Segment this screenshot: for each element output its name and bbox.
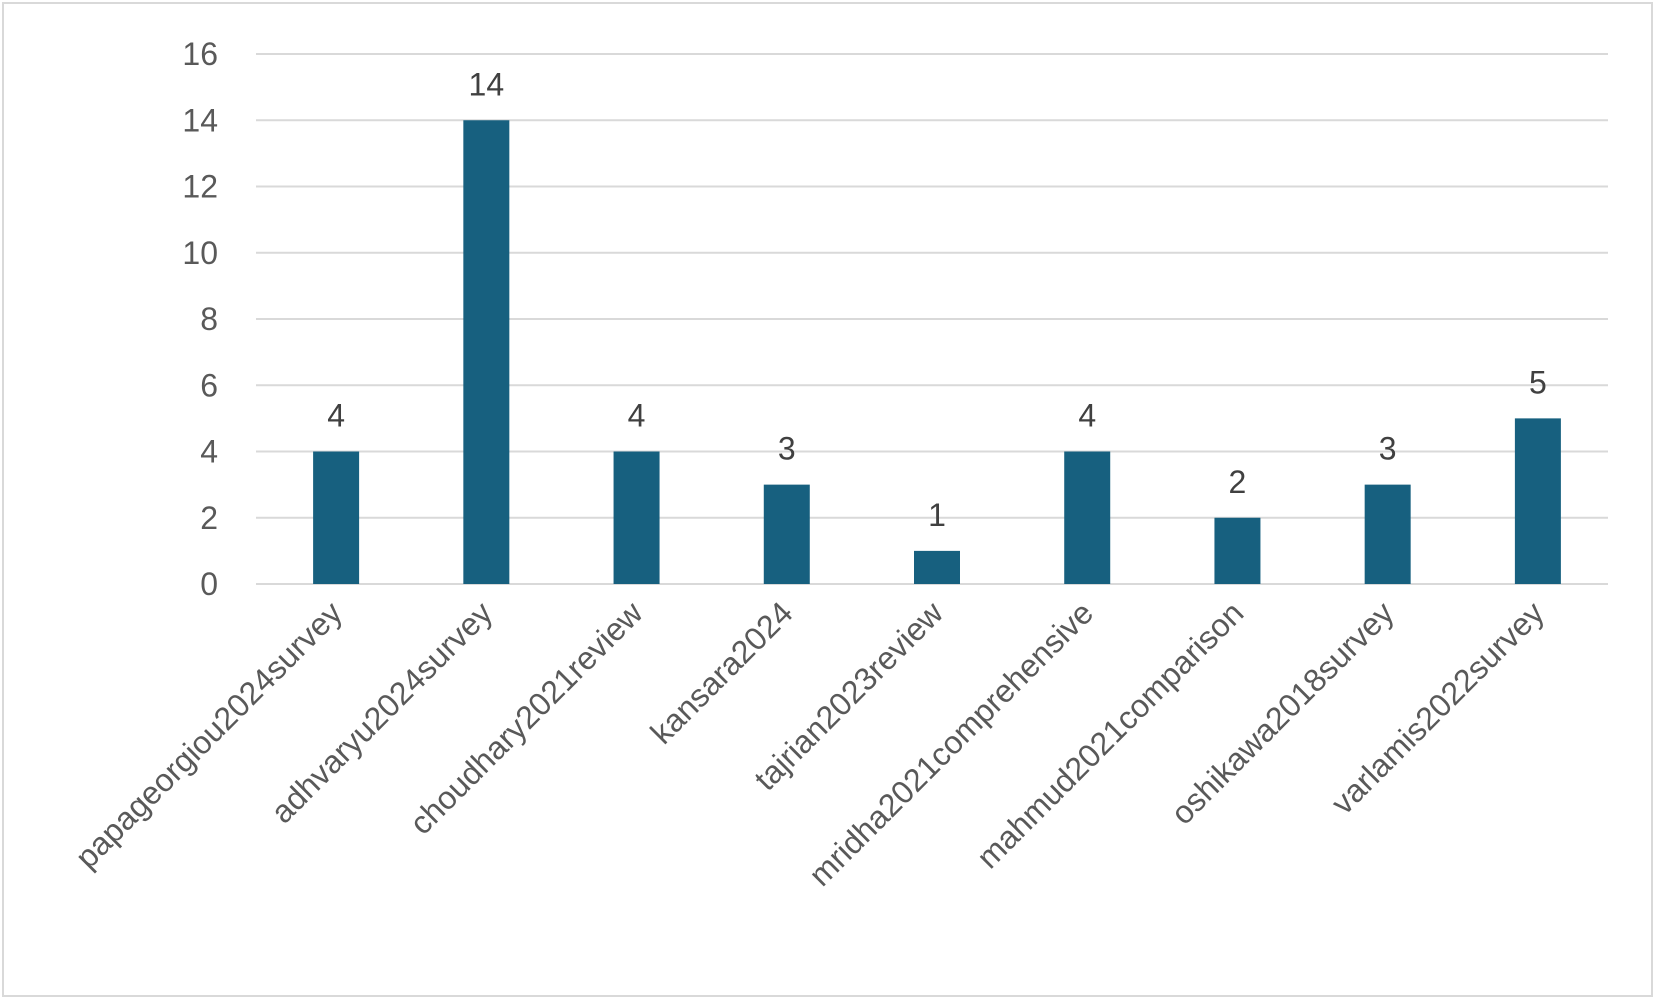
y-tick-label: 8 — [200, 301, 218, 337]
y-tick-label: 0 — [200, 566, 218, 602]
bar-papageorgiou2024survey — [313, 451, 360, 584]
y-tick-label: 10 — [182, 235, 218, 271]
data-label: 4 — [628, 398, 646, 434]
data-label: 4 — [327, 398, 345, 434]
y-tick-label: 16 — [182, 36, 218, 72]
data-label: 2 — [1229, 464, 1247, 500]
x-tick-label: mahmud2021comparison — [970, 594, 1251, 875]
bar-kansara2024 — [763, 484, 810, 584]
bar-oshikawa2018survey — [1364, 484, 1411, 584]
bar-tajrian2023review — [914, 550, 960, 584]
y-tick-label: 14 — [182, 102, 218, 138]
bar-mridha2021comprehensive — [1064, 451, 1111, 584]
bar-choudhary2021review — [613, 451, 660, 584]
x-tick-label: kansara2024 — [643, 594, 799, 750]
data-label: 3 — [778, 431, 796, 467]
x-tick-label: mridha2021comprehensive — [802, 594, 1100, 892]
y-tick-label: 2 — [200, 500, 218, 536]
y-tick-label: 4 — [200, 434, 218, 470]
x-tick-label: papageorgiou2024survey — [68, 594, 349, 875]
bar-mahmud2021comparison — [1214, 517, 1261, 584]
data-label: 5 — [1529, 364, 1547, 400]
data-label: 1 — [928, 497, 946, 533]
bar-adhvaryu2024survey — [463, 120, 510, 584]
y-tick-label: 6 — [200, 367, 218, 403]
x-axis-labels: papageorgiou2024surveyadhvaryu2024survey… — [68, 594, 1551, 893]
data-label: 3 — [1379, 431, 1397, 467]
bar-varlamis2022survey — [1514, 418, 1561, 584]
bars — [313, 120, 1561, 584]
data-label: 4 — [1078, 398, 1096, 434]
y-axis-ticks: 0 2 4 6 8 10 12 14 16 — [182, 36, 218, 602]
y-tick-label: 12 — [182, 169, 218, 205]
data-label: 14 — [469, 66, 505, 102]
